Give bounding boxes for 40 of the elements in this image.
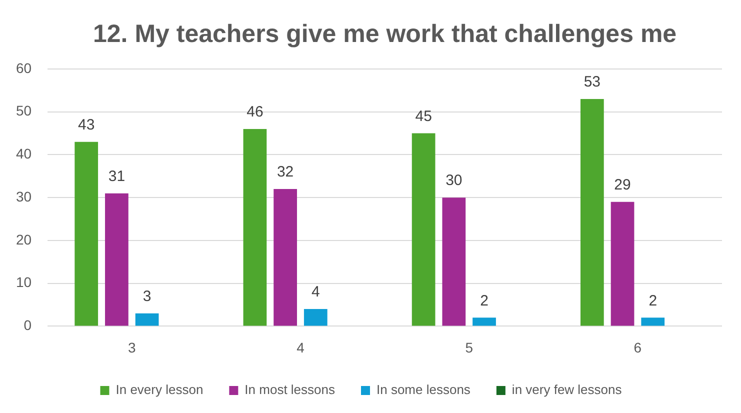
y-tick-label: 60 [16, 60, 32, 76]
legend-label: In most lessons [244, 382, 336, 398]
y-tick-label: 30 [16, 188, 32, 204]
data-label: 46 [246, 104, 264, 121]
y-tick-label: 50 [16, 102, 32, 119]
bar [243, 129, 267, 326]
data-label: 31 [108, 168, 126, 185]
bar [105, 193, 128, 326]
x-tick-label: 4 [296, 339, 305, 356]
data-label: 2 [480, 292, 488, 310]
data-label: 32 [276, 164, 294, 181]
data-label: 53 [584, 74, 601, 91]
y-tick-label: 20 [16, 231, 32, 248]
data-label: 2 [648, 292, 658, 310]
x-tick-label: 5 [465, 339, 474, 356]
bar [304, 309, 328, 326]
data-label: 43 [78, 116, 95, 134]
x-tick-label: 6 [634, 339, 642, 356]
data-label: 45 [415, 108, 432, 125]
legend-label: In every lesson [116, 382, 204, 398]
bar [641, 318, 665, 326]
data-label: 3 [142, 288, 152, 305]
bar [580, 99, 604, 326]
bar [412, 133, 436, 326]
bar [74, 142, 98, 326]
bar [135, 313, 159, 326]
y-tick-label: 0 [24, 317, 32, 334]
data-label: 30 [446, 172, 462, 190]
bar [442, 198, 466, 326]
legend-label: in very few lessons [512, 382, 622, 398]
legend-label: In some lessons [376, 382, 471, 398]
bar [610, 202, 634, 326]
bar [274, 189, 297, 326]
bar [472, 318, 496, 326]
chart-title: 12. My teachers give me work that challenges me [92, 20, 677, 48]
data-label: 4 [311, 284, 320, 301]
y-tick-label: 10 [16, 274, 32, 290]
data-label: 29 [614, 176, 631, 194]
y-tick-label: 40 [16, 146, 32, 162]
x-tick-label: 3 [128, 339, 136, 356]
